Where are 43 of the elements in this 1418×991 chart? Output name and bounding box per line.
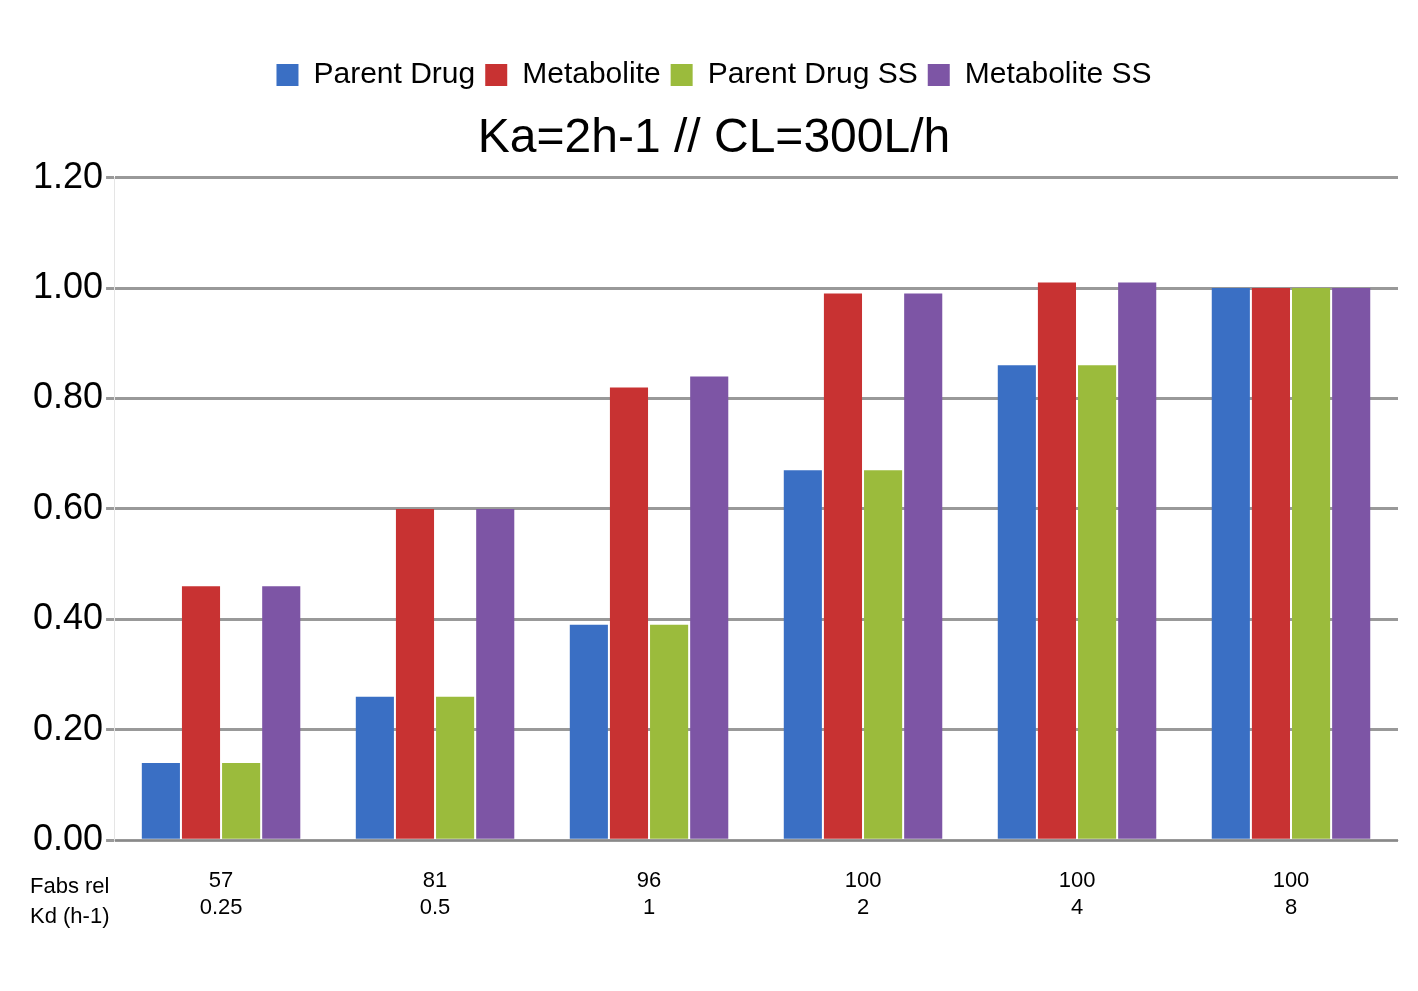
bar: [476, 508, 515, 839]
bar: [1332, 288, 1371, 839]
bar: [823, 293, 863, 839]
bar: [1251, 288, 1290, 839]
legend-label: Metabolite SS: [964, 56, 1152, 90]
bar: [262, 586, 301, 839]
x-tick-label: 100 4: [1058, 867, 1096, 919]
legend-label: Parent Drug SS: [707, 56, 918, 90]
legend-label: Metabolite: [522, 56, 661, 90]
bar: [997, 365, 1036, 839]
bar: [864, 470, 903, 839]
bar: [569, 624, 608, 839]
y-tick-label: 1.20: [32, 154, 104, 196]
bar: [1037, 282, 1077, 839]
legend-label: Parent Drug: [313, 56, 476, 90]
bar: [783, 470, 822, 839]
bar: [1078, 365, 1117, 839]
y-tick-label: 0.60: [32, 485, 104, 527]
bar: [436, 696, 475, 839]
x-tick-label: 100 2: [844, 867, 882, 919]
y-tick-label: 0.40: [32, 596, 104, 638]
bar: [904, 293, 943, 839]
x-tick-label: 100 8: [1272, 867, 1310, 919]
bar: [1118, 282, 1157, 839]
y-tick-label: 0.00: [32, 817, 104, 859]
bar: [181, 586, 221, 839]
bar: [690, 376, 729, 839]
bar: [355, 696, 394, 839]
bar: [141, 762, 180, 839]
chart-title: Ka=2h-1 // CL=300L/h: [477, 109, 951, 163]
bar: [650, 624, 689, 839]
text: Fabs rel Kd (h-1): [30, 873, 110, 929]
bar: [222, 762, 261, 839]
bar: [1292, 288, 1331, 839]
x-tick-label: 96 1: [636, 867, 662, 919]
y-tick-label: 0.80: [32, 375, 104, 417]
bar: [609, 387, 649, 839]
x-tick-label: 81 0.5: [419, 867, 451, 919]
y-tick-label: 1.00: [32, 264, 104, 306]
y-tick-label: 0.20: [32, 706, 104, 748]
bar: [1211, 288, 1250, 839]
bar: [395, 508, 435, 839]
x-tick-label: 57 0.25: [199, 867, 243, 919]
